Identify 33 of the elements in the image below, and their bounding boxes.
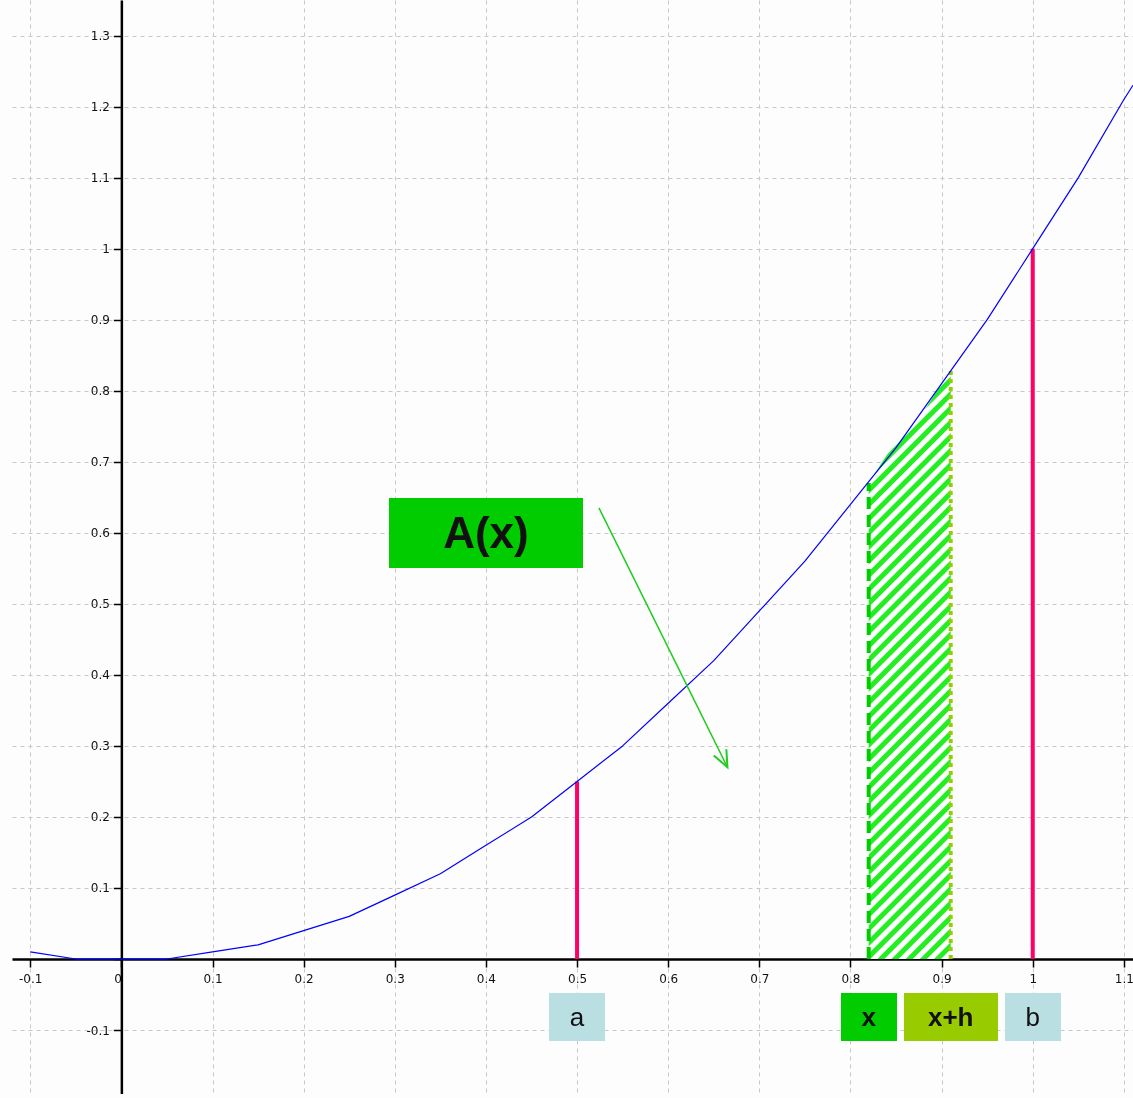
annotation: x [840,993,897,1042]
x-tick-label: 0.1 [203,971,223,986]
x-tick-label: 0.6 [659,971,679,986]
y-tick-label: 0.2 [90,810,110,825]
annotation: A(x) [388,497,583,568]
y-tick-label: 0.3 [90,739,110,754]
annotation: b [1004,993,1061,1042]
y-tick-label: 0.9 [90,313,110,328]
x-tick-label: 0.4 [476,971,496,986]
y-tick-label: 1.3 [90,29,110,44]
y-tick-label: 1.1 [90,171,110,186]
x-tick-label: 0.7 [750,971,770,986]
y-tick-label: 0.7 [90,455,110,470]
y-tick-label: 0.6 [90,526,110,541]
x-tick-label: -0.1 [19,971,43,986]
annotation: a [549,993,606,1042]
line-series [29,84,1133,960]
y-tick-label: -0.1 [86,1023,110,1038]
y-tick-label: 0.5 [90,597,110,612]
x-tick-label: 0 [114,971,122,986]
x-tick-label: 1.1 [1114,971,1133,986]
x-tick-label: 1 [1029,971,1038,986]
y-tick-label: 1.2 [90,100,110,115]
x-tick-label: 0.3 [385,971,405,986]
y-tick-label: 0.4 [90,668,110,683]
x-tick-label: 0.9 [932,971,952,986]
y-tick-label: 0.8 [90,384,110,399]
x-tick-label: 0.5 [568,971,588,986]
x-tick-label: 0.2 [294,971,314,986]
annotation: x+h [903,993,998,1042]
x-tick-label: 0.8 [841,971,861,986]
y-tick-label: 0.1 [90,881,110,896]
y-tick-label: 1 [102,242,110,257]
